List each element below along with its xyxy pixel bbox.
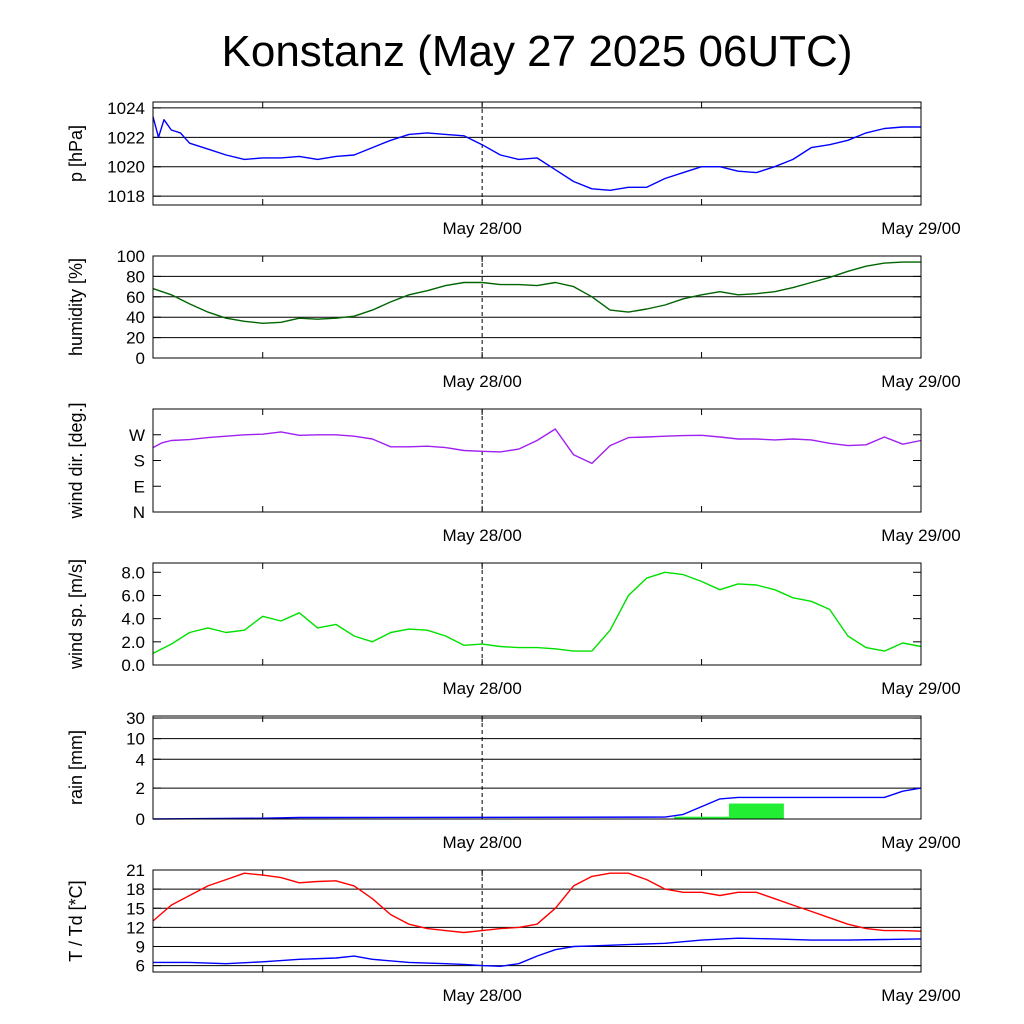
x-tick-label: May 28/00 <box>442 679 521 698</box>
series-line-0 <box>152 571 922 655</box>
y-tick-label: 100 <box>117 247 145 266</box>
y-axis-label: wind dir. [deg.] <box>66 402 86 519</box>
y-tick-label: 9 <box>136 938 145 957</box>
y-tick-label: 1024 <box>107 99 145 118</box>
y-tick-label: 60 <box>126 288 145 307</box>
panel-3: 0.0 2.0 4.0 6.0 8.0 wind sp. [m/s] May 28/00 Ma… <box>66 559 961 698</box>
y-tick-label: 20 <box>126 329 145 348</box>
y-tick-label: 2.0 <box>121 633 145 652</box>
x-tick-label: May 29/00 <box>881 372 960 391</box>
y-tick-label: 0.0 <box>121 656 145 675</box>
panel-0: 1018 1020 1022 1024 p [hPa] May 28/00 May 29/0… <box>66 99 961 238</box>
y-tick-label: 6 <box>136 957 145 976</box>
x-tick-label: May 28/00 <box>442 833 521 852</box>
y-tick-label: S <box>134 452 145 471</box>
x-tick-label: May 28/00 <box>442 219 521 238</box>
y-tick-label: 4 <box>136 750 145 769</box>
y-axis-label: T / Td [*C] <box>66 880 86 961</box>
panel-frame <box>152 101 922 206</box>
x-tick-label: May 29/00 <box>881 526 960 545</box>
y-tick-label: 0 <box>136 810 145 829</box>
y-axis-label: wind sp. [m/s] <box>66 559 86 670</box>
y-tick-label: 40 <box>126 308 145 327</box>
panel-frame <box>152 408 922 513</box>
y-tick-label: 1020 <box>107 158 145 177</box>
y-tick-label: 80 <box>126 267 145 286</box>
rain-bar <box>692 816 729 819</box>
series-line-0 <box>152 428 922 465</box>
y-tick-label: 15 <box>126 899 145 918</box>
series-line-1 <box>153 937 922 967</box>
y-tick-label: 6.0 <box>121 586 145 605</box>
y-axis-label: humidity [%] <box>66 258 86 356</box>
panel-4: 0 2 410 30 rain [mm] May 28/00 May 29/00 <box>66 709 961 852</box>
y-tick-label: 12 <box>126 918 145 937</box>
panel-frame <box>152 869 922 973</box>
y-tick-label: 30 <box>126 709 145 728</box>
y-tick-label: E <box>134 477 145 496</box>
y-tick-label: 1018 <box>107 187 145 206</box>
x-tick-label: May 29/00 <box>881 679 960 698</box>
y-tick-label: 1022 <box>107 128 145 147</box>
y-tick-label: 4.0 <box>121 610 145 629</box>
panel-frame <box>152 562 922 666</box>
series-line-0 <box>152 116 921 191</box>
y-tick-label: 2 <box>136 779 145 798</box>
y-tick-label: 21 <box>126 861 145 880</box>
x-tick-label: May 29/00 <box>881 219 960 238</box>
y-axis-label: rain [mm] <box>66 730 86 805</box>
y-tick-label: 10 <box>126 730 145 749</box>
chart-title: Konstanz (May 27 2025 06UTC) <box>222 27 853 76</box>
x-tick-label: May 28/00 <box>442 526 521 545</box>
y-axis-label: p [hPa] <box>66 125 86 182</box>
series-line-0 <box>152 261 921 324</box>
rain-bar <box>729 803 784 819</box>
y-tick-label: 0 <box>136 349 145 368</box>
panel-frame <box>152 255 922 359</box>
series-line-0 <box>152 787 922 820</box>
y-tick-label: 18 <box>126 880 145 899</box>
y-tick-label: 8.0 <box>121 563 145 582</box>
rain-bar <box>674 816 693 819</box>
x-tick-label: May 28/00 <box>442 372 521 391</box>
x-tick-label: May 29/00 <box>881 986 960 1005</box>
y-tick-label: N <box>133 503 145 522</box>
panel-frame <box>152 715 922 820</box>
y-tick-label: W <box>129 426 145 445</box>
series-line-0 <box>152 872 922 934</box>
x-tick-label: May 28/00 <box>442 986 521 1005</box>
x-tick-label: May 29/00 <box>881 833 960 852</box>
